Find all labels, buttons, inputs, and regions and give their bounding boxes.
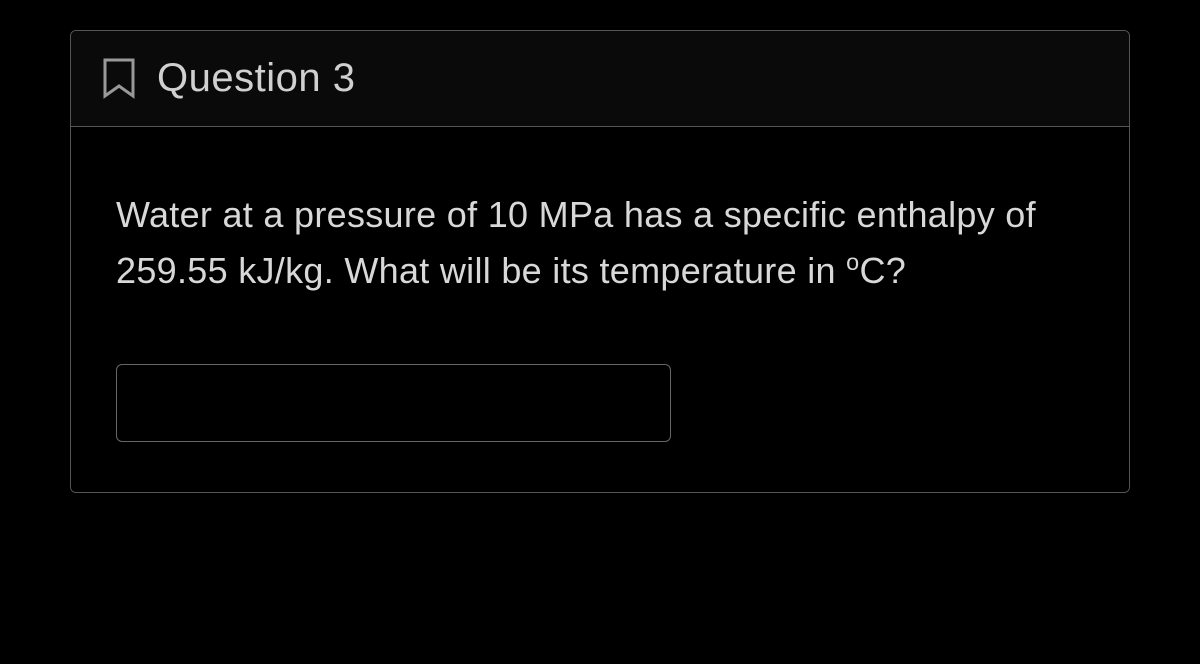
- question-text: Water at a pressure of 10 MPa has a spec…: [116, 187, 1084, 299]
- question-header: Question 3: [71, 31, 1129, 127]
- question-container: Question 3 Water at a pressure of 10 MPa…: [70, 30, 1130, 493]
- degree-symbol: o: [846, 249, 859, 275]
- question-title: Question 3: [157, 56, 355, 101]
- answer-input[interactable]: [116, 364, 671, 442]
- question-body: Water at a pressure of 10 MPa has a spec…: [71, 127, 1129, 492]
- bookmark-icon[interactable]: [101, 58, 137, 100]
- question-text-part2: C?: [859, 250, 906, 291]
